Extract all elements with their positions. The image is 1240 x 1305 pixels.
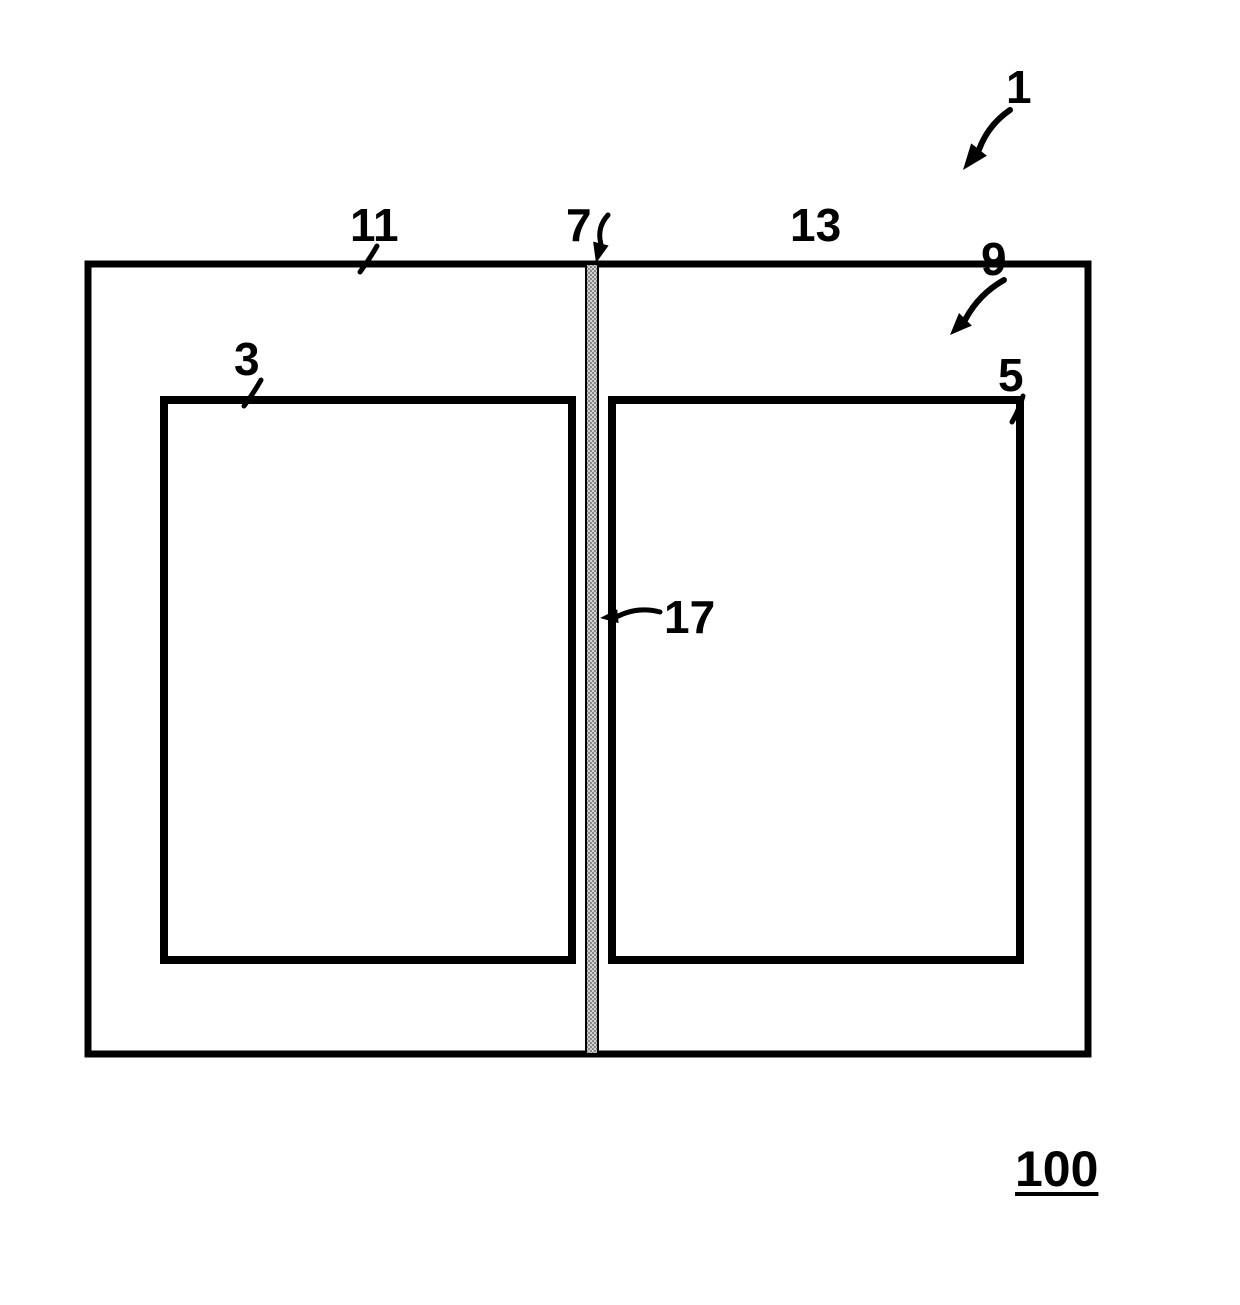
label-1: 1 [1006, 60, 1032, 114]
center-strip [586, 264, 598, 1054]
label-3: 3 [234, 332, 260, 386]
left-inner-rect [164, 400, 572, 960]
label-5: 5 [998, 348, 1024, 402]
label-13: 13 [790, 198, 841, 252]
lead-arrow-7-head [593, 242, 609, 263]
label-9: 9 [981, 232, 1007, 286]
lead-arrow-1-shaft [979, 110, 1010, 150]
label-11: 11 [350, 198, 399, 252]
lead-arrow-7-shaft [600, 215, 608, 244]
lead-arrow-1-head [963, 143, 987, 170]
label-17: 17 [664, 590, 715, 644]
right-inner-rect [612, 400, 1020, 960]
label-7: 7 [566, 198, 592, 252]
figure-number: 100 [1015, 1140, 1098, 1198]
diagram-leads [244, 110, 1023, 623]
lead-arrow-17-shaft [618, 610, 660, 616]
